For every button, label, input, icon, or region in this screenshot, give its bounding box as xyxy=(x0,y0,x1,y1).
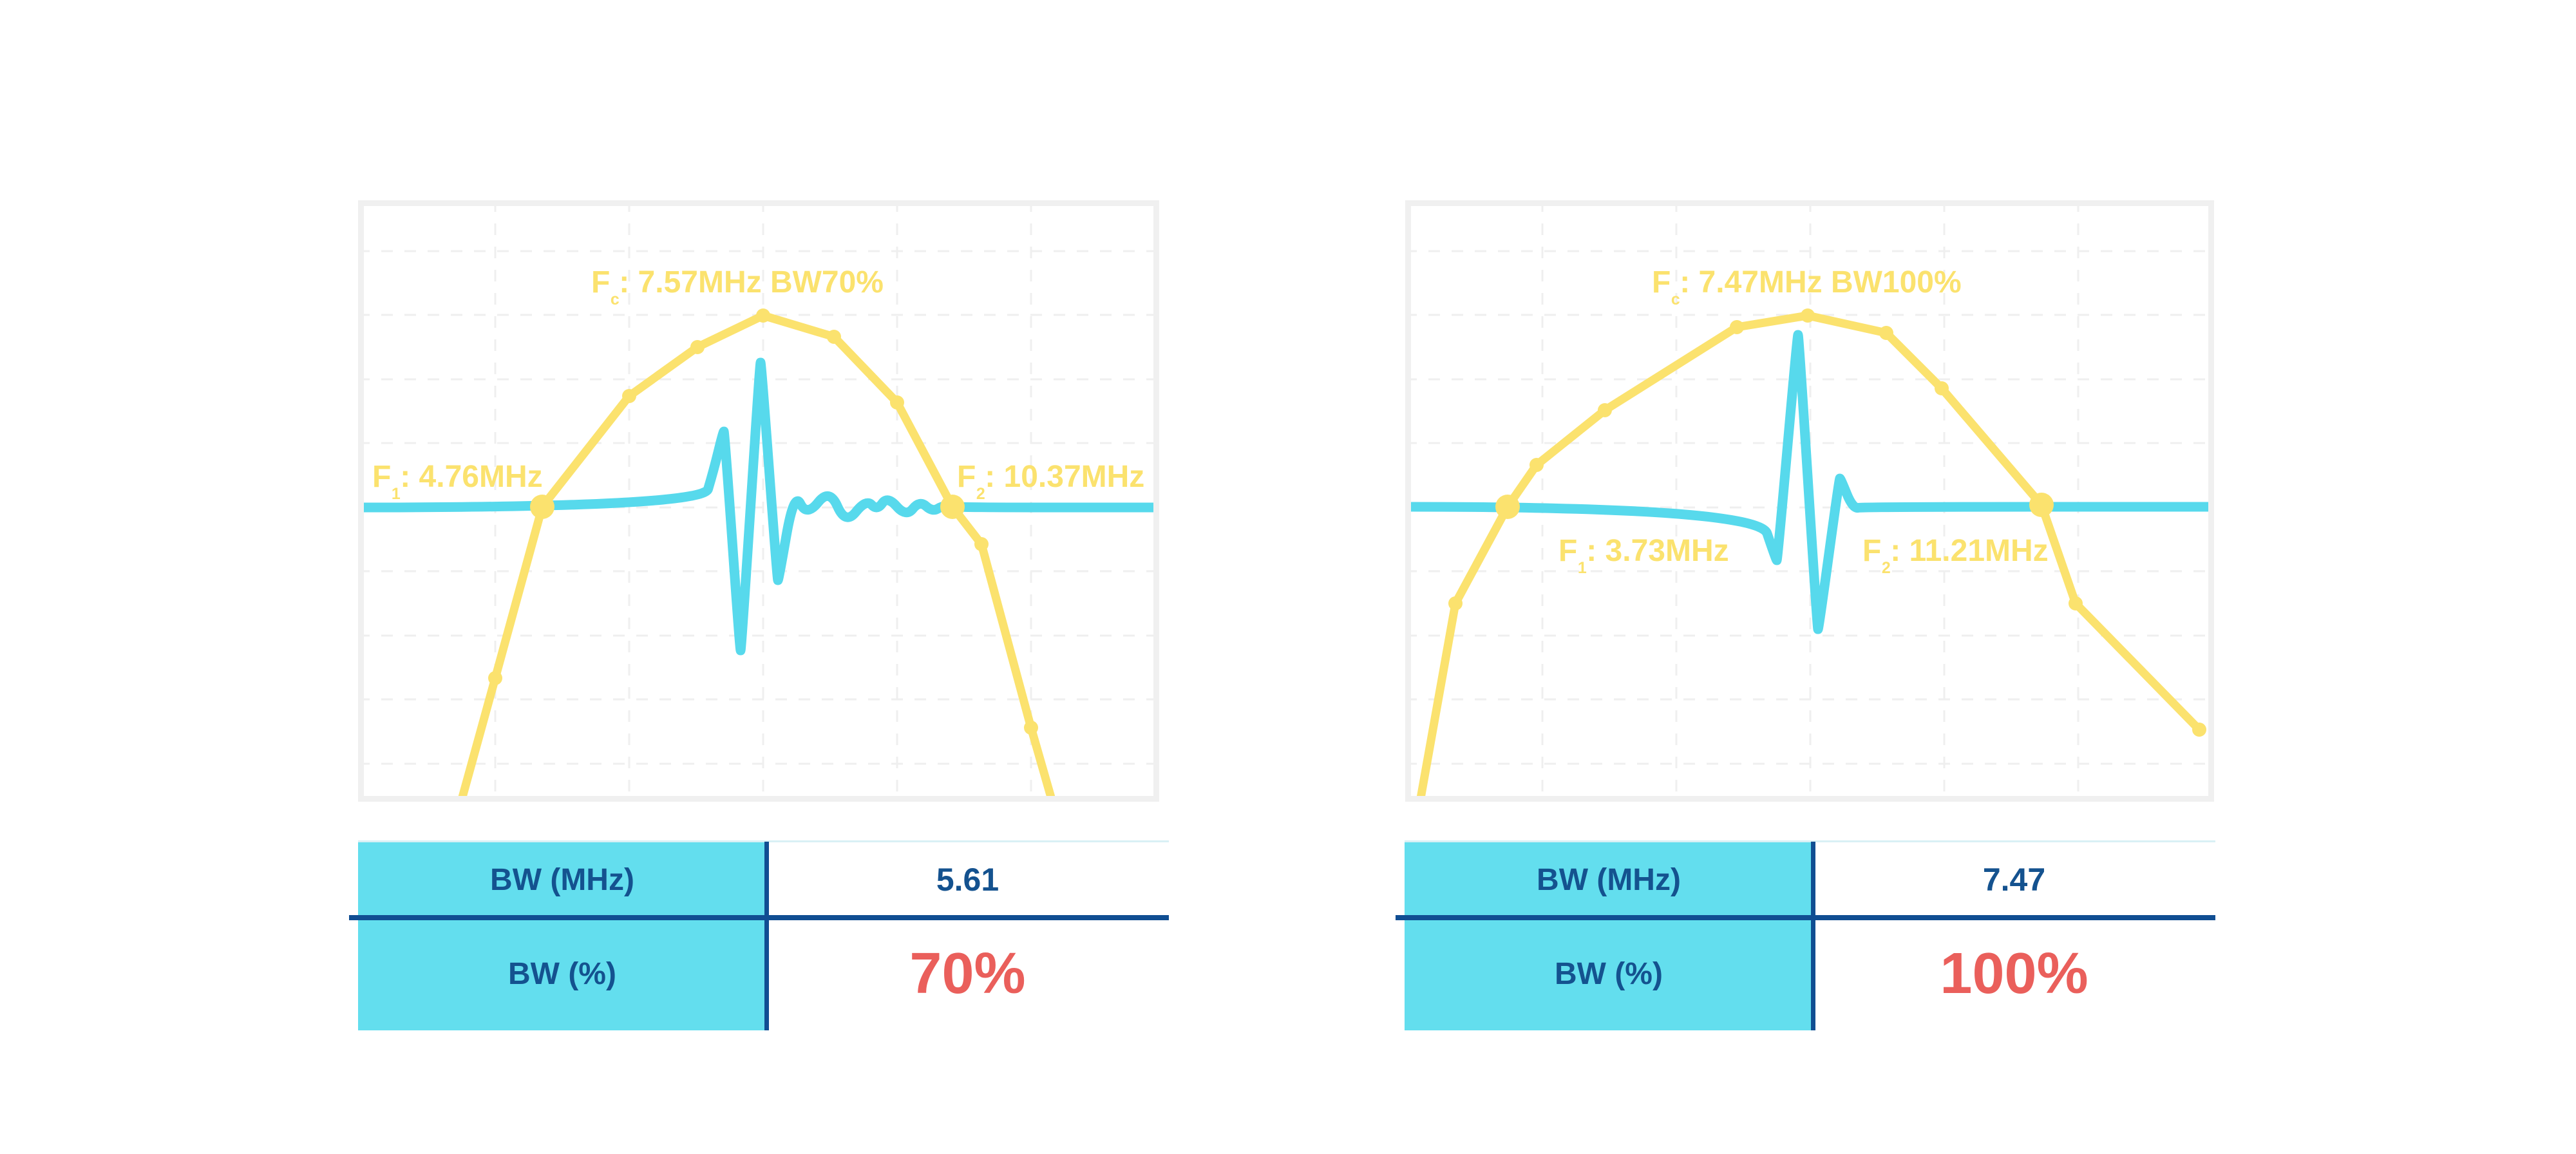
spectrum-data-point xyxy=(974,537,989,551)
chart-canvas-narrowband xyxy=(358,200,1159,802)
table-row: BW (%) 100% xyxy=(1405,918,2215,1030)
table-column-divider xyxy=(1811,842,1815,1030)
f2-annotation: F2: 11.21MHz xyxy=(1862,534,2049,577)
chart-frame xyxy=(358,200,1159,802)
spectrum-data-point xyxy=(1024,721,1038,735)
table-row: BW (MHz) 5.61 xyxy=(358,842,1169,918)
f1-annotation: F1: 3.73MHz xyxy=(1558,534,1729,577)
spectrum-data-point xyxy=(1730,320,1744,334)
spectrum-curve xyxy=(458,311,1056,796)
spectrum-curve xyxy=(1417,311,2204,796)
f2-annotation: F2: 10.37MHz xyxy=(957,460,1145,503)
bw-table-narrowband: BW (MHz) 5.61 BW (%) 70% xyxy=(349,840,1169,1030)
table-top-border xyxy=(358,840,1169,842)
table-column-divider xyxy=(764,842,769,1030)
cutoff-frequency-point xyxy=(1495,495,1520,519)
table-row-divider xyxy=(1396,915,2215,920)
table-top-border xyxy=(1405,840,2215,842)
bw-percent-label-cell: BW (%) xyxy=(358,918,766,1030)
spectrum-data-point xyxy=(890,395,904,410)
bw-mhz-value-cell: 5.61 xyxy=(766,842,1169,918)
fc-annotation: Fc: 7.47MHz BW100% xyxy=(1652,265,1962,308)
spectrum-chart-narrowband: Fc: 7.57MHz BW70% F1: 4.76MHz F2: 10.37M… xyxy=(358,200,1159,802)
bw-mhz-label-cell: BW (MHz) xyxy=(358,842,766,918)
chart-canvas-broadband xyxy=(1405,200,2214,802)
spectrum-data-point xyxy=(1935,381,1949,395)
table-row: BW (MHz) 7.47 xyxy=(1405,842,2215,918)
table-row-divider xyxy=(349,915,1169,920)
table-row: BW (%) 70% xyxy=(358,918,1169,1030)
bw-percent-value-cell: 100% xyxy=(1813,918,2215,1030)
spectrum-data-point xyxy=(1530,458,1544,472)
spectrum-data-point xyxy=(690,340,705,354)
spectrum-data-point xyxy=(1801,308,1815,323)
bw-table-broadband: BW (MHz) 7.47 BW (%) 100% xyxy=(1396,840,2215,1030)
cutoff-frequency-point xyxy=(530,495,554,519)
spectrum-data-point xyxy=(1598,403,1612,417)
spectrum-data-point xyxy=(488,671,502,685)
cutoff-frequency-point xyxy=(940,495,965,519)
bw-mhz-label-cell: BW (MHz) xyxy=(1405,842,1813,918)
fc-annotation: Fc: 7.57MHz BW70% xyxy=(591,265,884,308)
chart-frame xyxy=(1405,200,2214,802)
bw-percent-value-cell: 70% xyxy=(766,918,1169,1030)
spectrum-data-point xyxy=(2069,596,2083,610)
spectrum-data-point xyxy=(1448,596,1463,610)
pulse-waveform-curve xyxy=(364,357,1153,656)
spectrum-data-point xyxy=(756,308,770,323)
bw-mhz-value-cell: 7.47 xyxy=(1813,842,2215,918)
plot-area xyxy=(364,206,1153,796)
pulse-waveform-curve xyxy=(1411,330,2208,634)
spectrum-data-point xyxy=(622,389,636,403)
plot-area xyxy=(1411,206,2208,796)
f1-annotation: F1: 4.76MHz xyxy=(372,460,543,503)
spectrum-chart-broadband: Fc: 7.47MHz BW100% F1: 3.73MHz F2: 11.21… xyxy=(1405,200,2214,802)
spectrum-data-point xyxy=(2192,723,2206,737)
cutoff-frequency-point xyxy=(2029,493,2054,517)
spectrum-data-point xyxy=(827,330,841,344)
spectrum-data-point xyxy=(1879,326,1893,340)
bw-percent-label-cell: BW (%) xyxy=(1405,918,1813,1030)
